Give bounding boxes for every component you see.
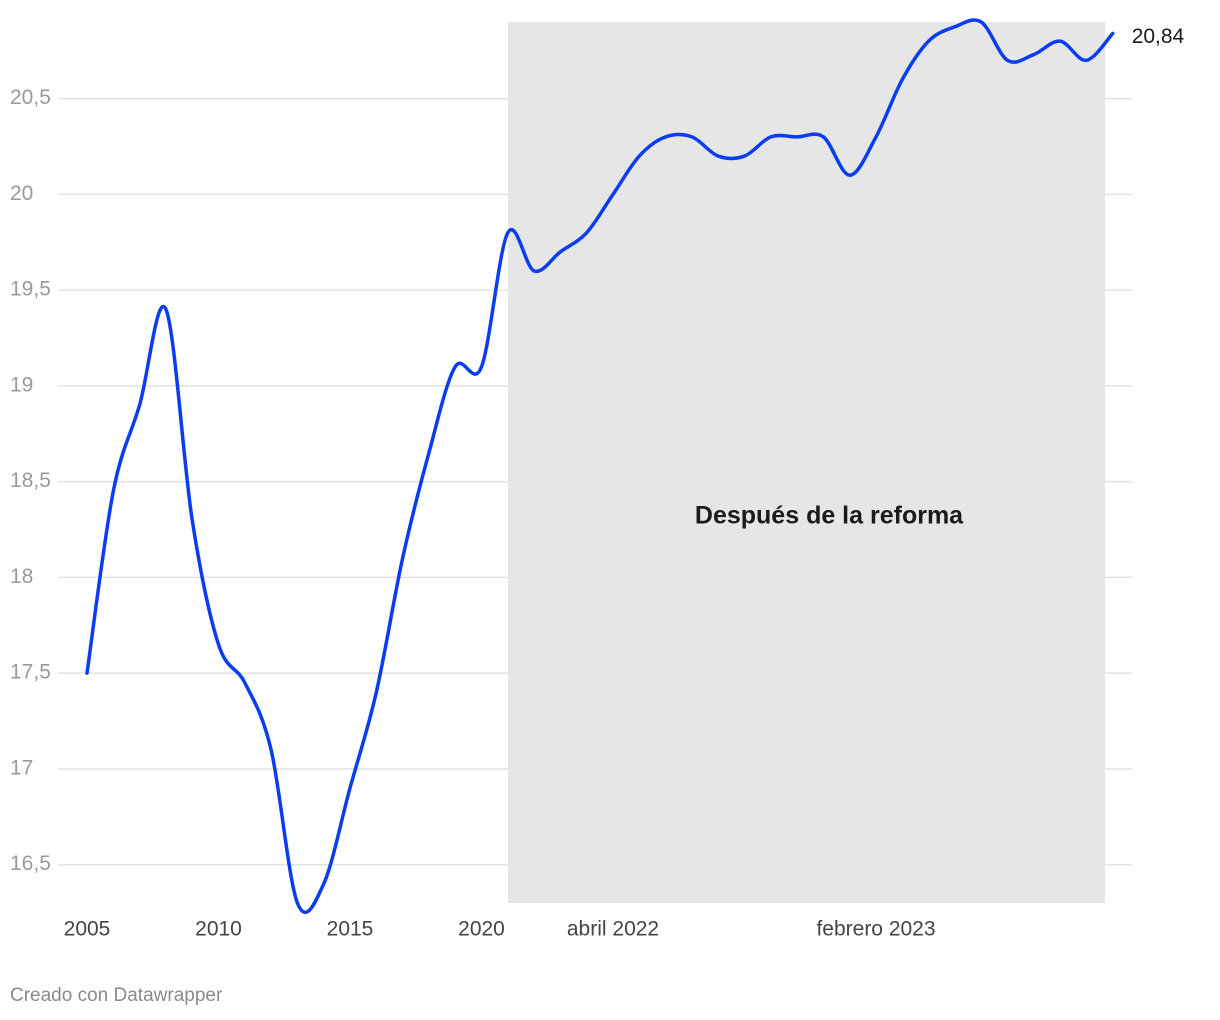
y-tick-label: 18,5 <box>10 469 51 492</box>
y-tick-label: 20 <box>10 182 33 205</box>
annotation: Después de la reforma <box>695 502 964 530</box>
x-tick-label: febrero 2023 <box>816 918 935 941</box>
y-tick-label: 17 <box>10 756 33 779</box>
y-tick-label: 19,5 <box>10 278 51 301</box>
x-tick-label: 2015 <box>327 918 374 941</box>
credit: Creado con Datawrapper <box>10 985 223 1006</box>
value-label: 20,84 <box>1132 25 1185 48</box>
x-tick-label: 2010 <box>195 918 242 941</box>
highlight-region <box>508 22 1105 903</box>
y-tick-label: 17,5 <box>10 661 51 684</box>
x-tick-label: 2005 <box>64 918 111 941</box>
y-tick-label: 20,5 <box>10 86 51 109</box>
y-tick-label: 18 <box>10 565 33 588</box>
y-tick-label: 19 <box>10 373 33 396</box>
line <box>85 18 1115 914</box>
x-tick-label: abril 2022 <box>567 918 659 941</box>
x-tick-label: 2020 <box>458 918 505 941</box>
y-tick-label: 16,5 <box>10 852 51 875</box>
